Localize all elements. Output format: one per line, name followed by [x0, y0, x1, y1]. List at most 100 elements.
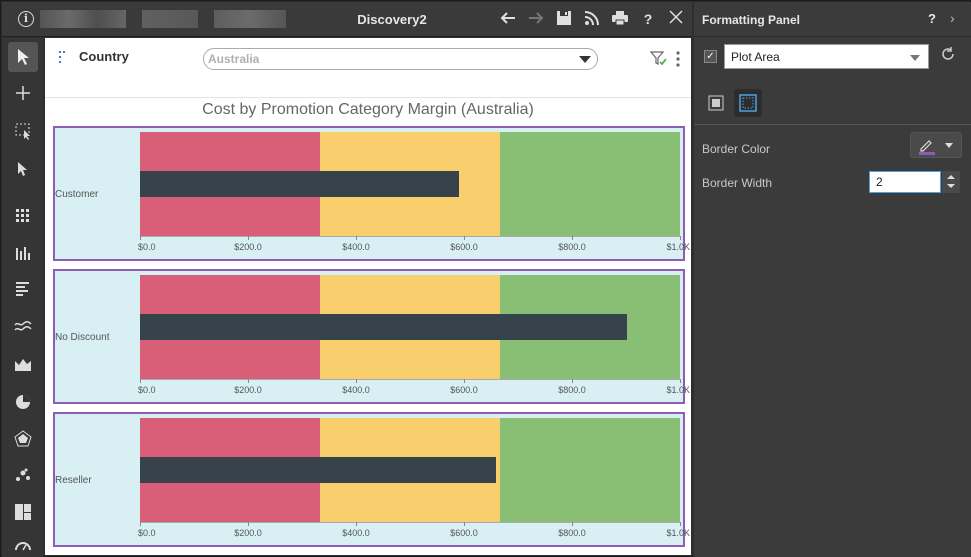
chart-title: Cost by Promotion Category Margin (Austr…	[202, 101, 534, 118]
fill-tab-icon[interactable]	[702, 89, 730, 117]
radar-chart-icon[interactable]	[8, 424, 38, 454]
x-tick-label: $1.0K	[666, 385, 690, 395]
x-tick-label: $600.0	[450, 242, 478, 252]
scatter-chart-icon[interactable]	[8, 461, 38, 491]
chevron-right-icon[interactable]: ›	[950, 10, 955, 26]
redacted-text	[40, 10, 126, 28]
filter-applied-icon[interactable]	[650, 50, 668, 68]
drag-handle-icon[interactable]	[59, 51, 65, 63]
bar-chart-icon[interactable]	[8, 274, 38, 304]
x-tick	[356, 522, 357, 526]
x-tick	[248, 522, 249, 526]
category-label: Reseller	[55, 475, 92, 486]
x-tick-label: $400.0	[342, 385, 370, 395]
back-arrow-icon[interactable]	[498, 9, 518, 29]
range-band	[500, 418, 680, 522]
forward-arrow-icon[interactable]	[526, 9, 546, 29]
x-tick	[464, 379, 465, 383]
x-tick	[140, 236, 141, 240]
help-icon[interactable]: ?	[643, 11, 653, 27]
border-color-picker[interactable]	[910, 132, 962, 158]
element-select[interactable]: Plot Area	[724, 44, 929, 69]
area-chart-icon[interactable]	[8, 349, 38, 379]
pointer-action-icon[interactable]	[8, 154, 38, 184]
border-tab-icon[interactable]	[734, 89, 762, 117]
x-tick-label: $200.0	[234, 242, 262, 252]
x-tick-label: $400.0	[342, 242, 370, 252]
rss-icon[interactable]	[582, 9, 602, 29]
x-tick	[572, 379, 573, 383]
plot-area-checkbox[interactable]: ✓	[704, 50, 717, 63]
x-tick-label: $200.0	[234, 528, 262, 538]
border-width-stepper[interactable]	[942, 171, 960, 193]
crosshair-icon[interactable]	[8, 78, 38, 108]
pie-chart-icon[interactable]	[8, 387, 38, 417]
filter-label: Country	[79, 49, 129, 64]
left-toolbar	[2, 38, 43, 557]
x-tick-label: $600.0	[450, 528, 478, 538]
print-icon[interactable]	[610, 9, 630, 29]
x-tick	[356, 379, 357, 383]
panel-help-icon[interactable]: ?	[928, 11, 936, 26]
formatting-panel-title: Formatting Panel	[702, 13, 801, 27]
chevron-down-icon	[579, 56, 591, 63]
report-canvas: Country Australia Cost by Promotion Cate…	[45, 38, 691, 555]
bullet-panel[interactable]: Reseller $0.0 $200.0 $400.0 $600.0 $800.0 $1.0…	[53, 412, 690, 547]
select-pointer-icon[interactable]	[8, 42, 38, 72]
x-axis-line	[140, 236, 680, 237]
formatting-panel-header: Formatting Panel ? ›	[694, 2, 971, 37]
decrement-icon[interactable]	[947, 184, 955, 188]
x-tick-label: $800.0	[558, 528, 586, 538]
x-tick	[680, 236, 681, 240]
reset-icon[interactable]	[940, 46, 958, 64]
chevron-down-icon	[945, 143, 953, 148]
x-tick	[680, 522, 681, 526]
range-band	[500, 132, 680, 236]
treemap-icon[interactable]	[8, 497, 38, 527]
x-tick	[572, 236, 573, 240]
filter-bar: Country Australia	[45, 38, 691, 98]
category-label: No Discount	[55, 332, 110, 343]
x-tick-label: $400.0	[342, 528, 370, 538]
divider	[694, 124, 971, 125]
x-tick-label: $0.0	[138, 242, 156, 252]
column-chart-icon[interactable]	[8, 238, 38, 268]
info-icon[interactable]: i	[18, 11, 34, 27]
country-filter-select[interactable]: Australia	[203, 48, 598, 70]
x-axis-line	[140, 379, 680, 380]
value-bar[interactable]	[140, 457, 497, 483]
x-axis-line	[140, 522, 680, 523]
border-width-input[interactable]: 2	[869, 171, 941, 193]
line-chart-icon[interactable]	[8, 311, 38, 341]
filter-selected-value: Australia	[208, 52, 260, 66]
redacted-text	[214, 10, 286, 28]
redacted-text	[142, 10, 198, 28]
border-width-label: Border Width	[702, 176, 773, 190]
grid-table-icon[interactable]	[8, 201, 38, 231]
x-tick	[680, 379, 681, 383]
x-tick	[248, 379, 249, 383]
pencil-icon	[919, 140, 935, 155]
close-icon[interactable]	[666, 9, 686, 29]
value-bar[interactable]	[140, 171, 459, 197]
bullet-panel[interactable]: Customer $0.0 $200.0 $400.0 $600.0 $800.0 $1.0…	[53, 126, 690, 261]
lasso-select-icon[interactable]	[8, 116, 38, 146]
window-title: Discovery2	[357, 12, 427, 27]
x-tick	[140, 379, 141, 383]
chevron-down-icon	[910, 55, 920, 61]
formatting-panel: Formatting Panel ? › ✓ Plot Area Border …	[694, 2, 971, 557]
x-tick-label: $1.0K	[666, 528, 690, 538]
x-tick	[140, 522, 141, 526]
more-options-icon[interactable]	[675, 50, 681, 68]
x-tick	[572, 522, 573, 526]
save-icon[interactable]	[554, 9, 574, 29]
bullet-panel[interactable]: No Discount $0.0 $200.0 $400.0 $600.0 $800.0 $…	[53, 269, 690, 404]
x-tick-label: $800.0	[558, 242, 586, 252]
increment-icon[interactable]	[947, 175, 955, 179]
gauge-icon[interactable]	[8, 534, 38, 556]
x-tick-label: $0.0	[138, 528, 156, 538]
x-tick-label: $0.0	[138, 385, 156, 395]
value-bar[interactable]	[140, 314, 628, 340]
border-color-label: Border Color	[702, 142, 771, 156]
